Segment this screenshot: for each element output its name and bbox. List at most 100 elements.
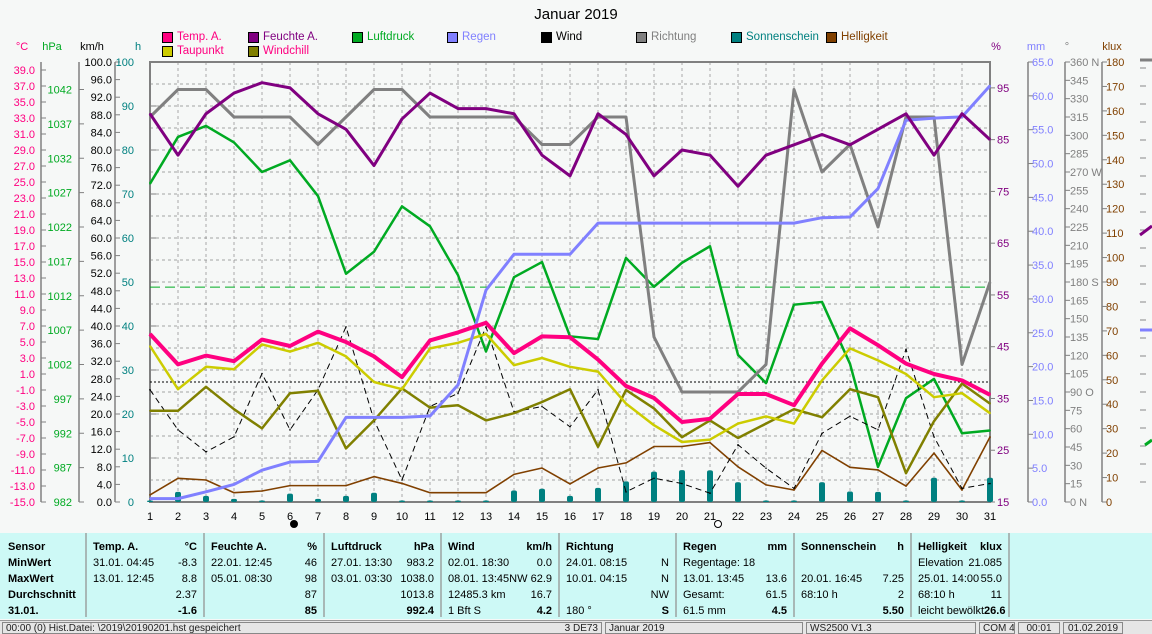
data-point-regen [793, 222, 795, 224]
data-point-taupunkt [569, 366, 571, 368]
cell-value: 4.2 [536, 605, 552, 617]
direction-tick-label: 195 [1070, 259, 1088, 271]
data-point-luftdruck [541, 261, 543, 263]
data-point-richtung [653, 336, 655, 338]
data-point-regen [905, 119, 907, 122]
data-point-taupunkt [149, 345, 151, 347]
column-unit: klux [979, 541, 1002, 553]
data-point-helligkeit [457, 491, 459, 494]
data-point-luftdruck [261, 171, 263, 173]
humidity-tick-label: 75 [997, 186, 1009, 198]
data-point-wind [177, 429, 179, 431]
data-point-windchill [149, 410, 151, 412]
data-point-taupunkt [513, 364, 515, 367]
data-point-richtung [233, 116, 235, 118]
wind-axis-unit: km/h [80, 41, 104, 53]
sun-axis-unit: h [135, 41, 141, 53]
brightness-tick-label: 20 [1106, 448, 1118, 460]
sunshine-bar [455, 500, 461, 502]
x-tick-label: 17 [592, 511, 604, 523]
table-row: 180 ° S [566, 603, 669, 619]
data-point-regen [653, 222, 655, 224]
temp-axis-unit: °C [16, 41, 28, 53]
table-row: 10.01. 04:15 N [566, 571, 669, 587]
data-point-temp-a [485, 322, 487, 324]
legend-item: Feuchte A. [248, 31, 318, 43]
status-station: WS2500 V1.3 [806, 622, 976, 634]
legend-swatch [731, 31, 742, 43]
data-point-regen [485, 289, 487, 291]
column-unit: °C [184, 541, 197, 553]
data-point-taupunkt [737, 422, 739, 425]
data-point-windchill [877, 396, 879, 399]
table-row: 03.01. 03:30 1038.0 [331, 571, 434, 587]
cell-value: 98 [304, 573, 317, 585]
temp-tick-label: 3.0 [20, 353, 35, 365]
direction-tick-label: 330 [1070, 94, 1088, 106]
data-point-wind [261, 372, 263, 375]
rain-tick-label: 10.0 [1032, 429, 1053, 441]
data-point-luftdruck [513, 276, 515, 278]
temp-tick-label: -1.0 [16, 385, 35, 397]
data-point-taupunkt [933, 396, 935, 399]
statistics-table: Sensor MinWert MaxWert Durchschnitt 31.01. Te… [0, 533, 1152, 619]
table-row: NW [566, 587, 669, 603]
data-point-luftdruck [625, 257, 627, 259]
pressure-axis-unit: hPa [42, 41, 62, 53]
legend-swatch [636, 31, 647, 43]
data-point-taupunkt [289, 350, 291, 353]
sunshine-bar [987, 477, 993, 502]
rain-tick-label: 15.0 [1032, 395, 1053, 407]
temp-tick-label: 1.0 [20, 369, 35, 381]
data-point-regen [401, 416, 403, 419]
data-point-helligkeit [681, 445, 683, 448]
data-point-helligkeit [933, 452, 935, 454]
column-title: Helligkeit [918, 541, 967, 553]
data-point-windchill [345, 447, 347, 450]
cell-label: Gesamt: [683, 589, 725, 601]
x-tick-label: 12 [452, 511, 464, 523]
wind-tick-label: 60.0 [91, 233, 112, 245]
pressure-tick-label: 987 [54, 463, 72, 475]
sun-tick-label: 50 [122, 277, 134, 289]
data-point-windchill [569, 388, 571, 391]
table-row: 25.01. 14:00 55.0 [918, 571, 1002, 587]
cell-label: 10.01. 04:15 [566, 573, 628, 585]
table-row: 22.01. 12:45 46 [211, 555, 317, 571]
data-point-windchill [541, 401, 543, 403]
sunshine-bar [315, 498, 321, 502]
data-point-wind [821, 432, 823, 435]
status-file: 00:00 (0) Hist.Datei: \2019\20190201.hst… [2, 622, 602, 634]
cell-label: leicht bewölkt [918, 605, 985, 617]
wind-tick-label: 76.0 [91, 163, 112, 175]
direction-tick-label: 360 N [1070, 57, 1099, 69]
pressure-tick-label: 1022 [48, 222, 72, 234]
data-point-feuchte-a [429, 92, 431, 94]
brightness-tick-label: 170 [1106, 81, 1124, 93]
rain-tick-label: 40.0 [1032, 226, 1053, 238]
data-point-feuchte-a [877, 128, 879, 131]
data-point-feuchte-a [681, 149, 683, 151]
data-point-luftdruck [681, 261, 683, 264]
status-date: 01.02.2019 [1063, 622, 1123, 634]
temp-tick-label: 29.0 [14, 145, 35, 157]
data-point-taupunkt [877, 359, 879, 362]
data-point-regen [317, 460, 319, 463]
cell-label: 05.01. 08:30 [211, 573, 273, 585]
data-point-regen [513, 253, 515, 256]
brightness-tick-label: 180 [1106, 57, 1124, 69]
data-point-luftdruck [457, 274, 459, 276]
data-point-taupunkt [849, 347, 851, 350]
data-point-feuchte-a [513, 112, 515, 115]
data-point-windchill [205, 386, 207, 388]
brightness-tick-label: 100 [1106, 253, 1124, 265]
x-tick-label: 25 [816, 511, 828, 523]
data-point-taupunkt [653, 424, 655, 427]
sunshine-bar [287, 493, 293, 502]
data-point-richtung [485, 116, 487, 118]
legend-item: Taupunkt [162, 45, 224, 57]
data-point-helligkeit [989, 436, 991, 438]
data-point-wind [149, 389, 151, 391]
data-point-temp-a [513, 352, 515, 355]
legend-label: Windchill [263, 45, 310, 57]
